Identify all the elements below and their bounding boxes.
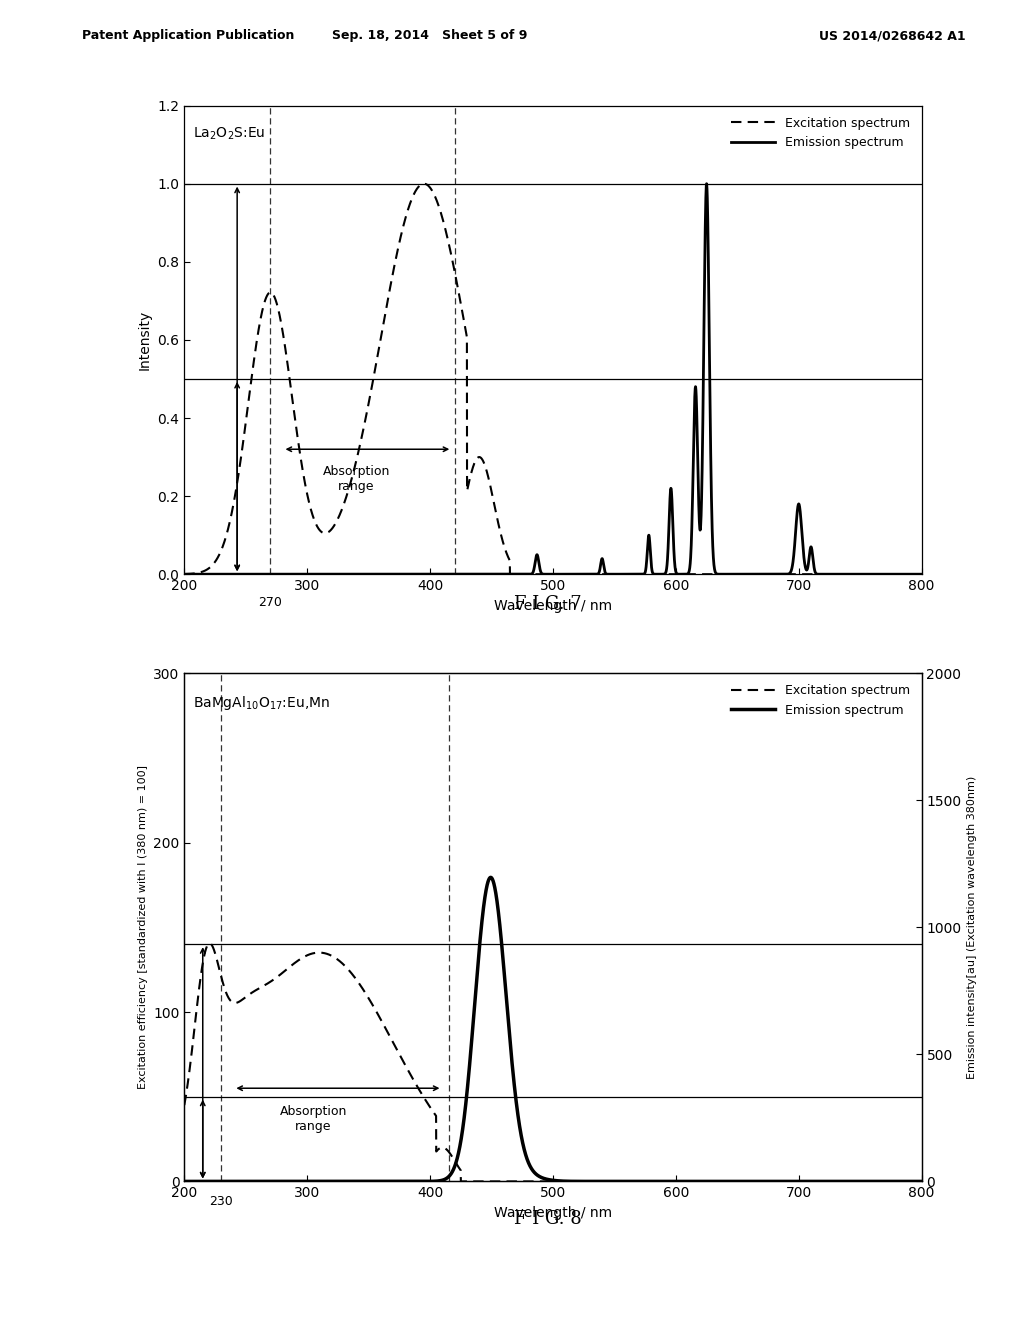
Text: BaMgAl$_{10}$O$_{17}$:Eu,Mn: BaMgAl$_{10}$O$_{17}$:Eu,Mn [193, 693, 330, 711]
Text: Absorption
range: Absorption range [280, 1105, 347, 1133]
Text: Absorption
range: Absorption range [323, 465, 390, 492]
Text: 270: 270 [258, 595, 283, 609]
X-axis label: Wavelength / nm: Wavelength / nm [494, 1205, 612, 1220]
Y-axis label: Excitation efficiency [standardized with I (380 nm) = 100]: Excitation efficiency [standardized with… [137, 766, 147, 1089]
X-axis label: Wavelength / nm: Wavelength / nm [494, 598, 612, 612]
Legend: Excitation spectrum, Emission spectrum: Excitation spectrum, Emission spectrum [726, 680, 915, 722]
Y-axis label: Intensity: Intensity [138, 310, 152, 370]
Text: US 2014/0268642 A1: US 2014/0268642 A1 [819, 29, 966, 42]
Text: 230: 230 [209, 1195, 233, 1208]
Y-axis label: Emission intensity[au] (Excitation wavelength 380nm): Emission intensity[au] (Excitation wavel… [967, 776, 977, 1078]
Text: Sep. 18, 2014   Sheet 5 of 9: Sep. 18, 2014 Sheet 5 of 9 [333, 29, 527, 42]
Text: La$_2$O$_2$S:Eu: La$_2$O$_2$S:Eu [193, 125, 265, 141]
Legend: Excitation spectrum, Emission spectrum: Excitation spectrum, Emission spectrum [726, 112, 915, 154]
Text: F I G. 7: F I G. 7 [514, 595, 582, 614]
Text: F I G. 8: F I G. 8 [514, 1210, 582, 1229]
Text: Patent Application Publication: Patent Application Publication [82, 29, 294, 42]
